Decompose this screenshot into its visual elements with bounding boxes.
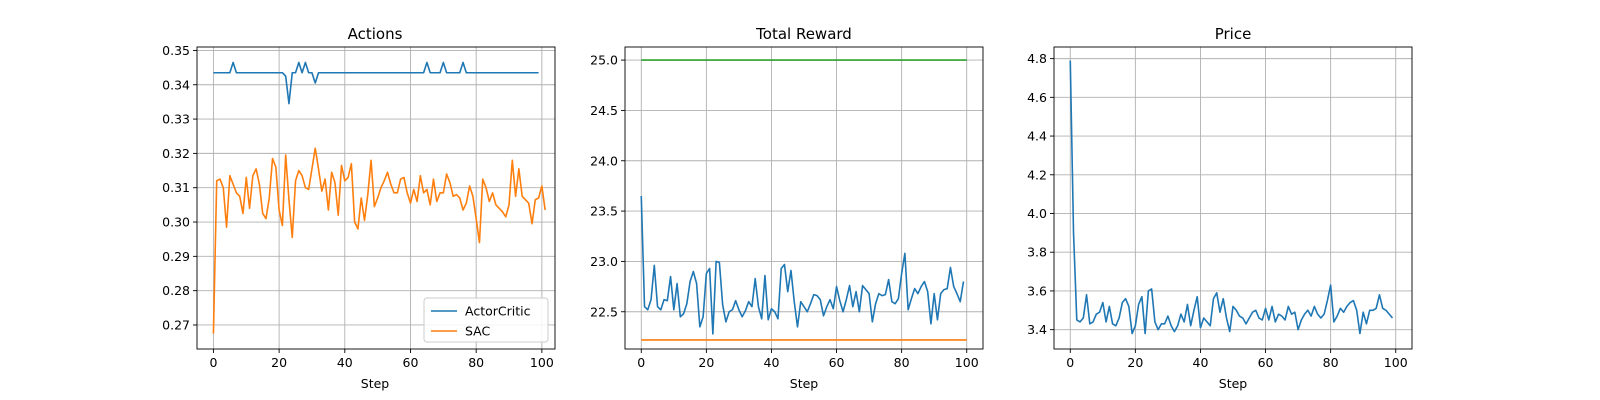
y-tick-label: 24.5 [590,103,618,118]
x-tick-label: 20 [271,355,287,370]
x-tick-label: 80 [1323,355,1339,370]
y-tick-label: 3.6 [1027,283,1047,298]
y-tick-label: 4.8 [1027,51,1047,66]
y-tick-label: 4.2 [1027,167,1047,182]
x-tick-label: 80 [894,355,910,370]
y-tick-label: 24.0 [590,153,618,168]
price-chart: Price Step 0 20 40 60 80 100 3.4 3.6 3.8 4.0 4.2 4.… [1027,25,1413,391]
x-tick-label: 40 [1193,355,1209,370]
axes-frame [196,46,556,350]
y-tick-label: 22.5 [590,304,618,319]
x-tick-label: 80 [468,355,484,370]
y-tick-label: 0.27 [162,317,190,332]
x-tick-label: 40 [337,355,353,370]
legend-label-actorcritic: ActorCritic [465,304,531,319]
x-tick-label: 40 [764,355,780,370]
legend-label-sac: SAC [465,324,490,339]
x-tick-label: 100 [955,355,979,370]
y-tick-label: 0.30 [162,215,190,230]
y-tick-label: 3.8 [1027,245,1047,260]
x-tick-label: 100 [1384,355,1408,370]
y-tick-label: 23.5 [590,204,618,219]
x-tick-label: 20 [698,355,714,370]
x-tick-label: 20 [1127,355,1143,370]
y-tick-label: 3.4 [1027,322,1047,337]
total-reward-chart: Total Reward Step 0 20 40 60 80 100 22.5 23.0 23… [590,25,984,391]
series-line-2 [640,195,965,335]
chart-title: Price [1215,25,1252,43]
y-tick-label: 0.29 [162,249,190,264]
y-tick-label: 0.34 [162,77,190,92]
axes-frame [624,46,984,350]
chart-title: Total Reward [755,25,852,43]
actions-chart: Actions Step 0 20 40 60 80 100 0.27 0.28 0.29 0.3… [162,25,556,391]
y-tick-label: 4.6 [1027,90,1047,105]
y-tick-label: 23.0 [590,254,618,269]
axes-frame [1053,46,1413,350]
x-axis-label: Step [790,376,819,391]
x-tick-label: 60 [1258,355,1274,370]
y-tick-label: 25.0 [590,53,618,68]
y-tick-label: 0.35 [162,43,190,58]
x-axis-label: Step [1219,376,1248,391]
y-tick-label: 4.4 [1027,129,1047,144]
y-tick-label: 0.32 [162,146,190,161]
x-tick-label: 100 [530,355,554,370]
y-tick-label: 0.31 [162,180,190,195]
chart-title: Actions [348,25,403,43]
legend: ActorCritic SAC [423,297,549,343]
x-tick-label: 60 [829,355,845,370]
series-line-sac [212,147,546,334]
x-tick-label: 0 [209,355,217,370]
y-tick-label: 0.33 [162,112,190,127]
y-tick-label: 0.28 [162,283,190,298]
x-axis-label: Step [361,376,390,391]
x-tick-label: 0 [1066,355,1074,370]
x-tick-label: 60 [403,355,419,370]
series-line-0 [1069,60,1394,335]
series-line-actorcritic [213,61,539,105]
x-tick-label: 0 [637,355,645,370]
y-tick-label: 4.0 [1027,206,1047,221]
